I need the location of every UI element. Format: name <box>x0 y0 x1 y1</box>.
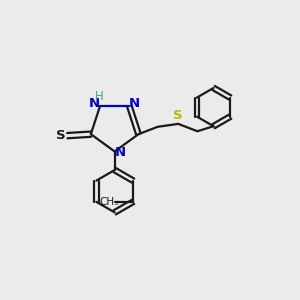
Text: S: S <box>173 109 183 122</box>
Text: N: N <box>129 97 140 110</box>
Text: N: N <box>89 97 100 110</box>
Text: H: H <box>95 90 104 103</box>
Text: CH₃: CH₃ <box>99 197 119 207</box>
Text: S: S <box>56 129 66 142</box>
Text: N: N <box>114 146 125 159</box>
